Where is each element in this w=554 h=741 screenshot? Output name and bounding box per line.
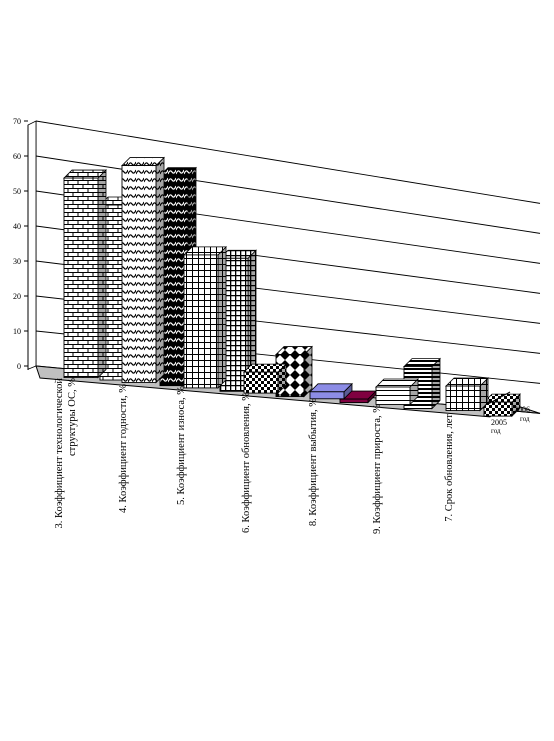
- bar-s0-c1: [121, 156, 165, 384]
- bar-side-shade: [248, 250, 256, 392]
- bar-front: [121, 165, 157, 384]
- gridline: [35, 155, 541, 234]
- bar-top: [243, 363, 287, 373]
- bar-front: [445, 385, 481, 411]
- bar-side-shade: [98, 170, 106, 378]
- y-tick-label: 70: [13, 117, 21, 126]
- bar-side-shade: [304, 346, 312, 397]
- y-tick-label: 40: [13, 222, 21, 231]
- bar-front: [375, 386, 411, 405]
- bars-layer: [63, 156, 521, 418]
- bar-s1-c6: [483, 393, 521, 418]
- bar-s0-c6: [445, 377, 489, 412]
- bar-front: [159, 175, 189, 387]
- bar-s1-c2: [219, 249, 257, 393]
- bar-side-shade: [368, 391, 376, 403]
- bar-front: [483, 401, 513, 417]
- bar-s0-c4: [309, 382, 353, 400]
- bar-s0-c2: [183, 245, 227, 389]
- y-tick-label: 10: [13, 327, 21, 336]
- bar-side-shade: [512, 394, 520, 417]
- bar-front: [309, 391, 345, 400]
- bar-s0-c3: [243, 363, 287, 395]
- bar-side-shade: [480, 378, 488, 411]
- series-label-2005-unit: год: [491, 427, 501, 435]
- bar-top: [375, 378, 419, 388]
- category-label: структуры ОС, %: [67, 378, 78, 456]
- series-label-2006: 2006: [514, 405, 530, 414]
- category-label: 8. Коэффициент выбытия, %: [308, 398, 319, 526]
- y-tick-label: 30: [13, 257, 21, 266]
- bar-top: [183, 246, 227, 256]
- bar-top: [309, 383, 353, 393]
- bar-side-shade: [344, 383, 352, 399]
- side-wall: [27, 120, 37, 370]
- category-label: 6. Коэффициент обновления, %: [241, 392, 252, 533]
- depth-axis-line: [487, 391, 511, 405]
- bar-s0-c0: [63, 169, 107, 379]
- bar-s0-c5: [375, 378, 419, 406]
- gridline: [35, 120, 541, 204]
- bar-side-shade: [156, 157, 164, 383]
- y-tick-label: 20: [13, 292, 21, 301]
- y-tick-label: 50: [13, 187, 21, 196]
- bar-top: [121, 157, 165, 166]
- category-label: 4. Коэффициент годности, %: [118, 384, 129, 513]
- series-label-2006-unit: год: [520, 415, 530, 423]
- category-label: 7. Срок обновления, лет: [444, 414, 455, 522]
- bar-top: [445, 377, 489, 387]
- bar-front: [183, 254, 219, 389]
- bar-side-shade: [278, 364, 286, 394]
- category-label: 9. Коэффициент прироста, %: [372, 404, 383, 534]
- y-tick-label: 0: [17, 362, 21, 371]
- y-tick-label: 60: [13, 152, 21, 161]
- bar-front: [63, 177, 99, 378]
- category-label: 5. Коэффициент износа, %: [176, 386, 187, 505]
- y-axis: 0 10 20 30 40 50 60 70: [13, 117, 29, 371]
- bar-side-shade: [218, 246, 226, 388]
- bar-top: [63, 169, 107, 179]
- bar-side-shade: [432, 358, 440, 409]
- category-label: 3. Коэффициент технологической: [54, 378, 65, 529]
- bar-front: [339, 398, 369, 404]
- category-labels: 3. Коэффициент технологической структуры …: [54, 378, 455, 534]
- series-label-2005: 2005: [491, 418, 507, 427]
- bar-front: [243, 371, 279, 394]
